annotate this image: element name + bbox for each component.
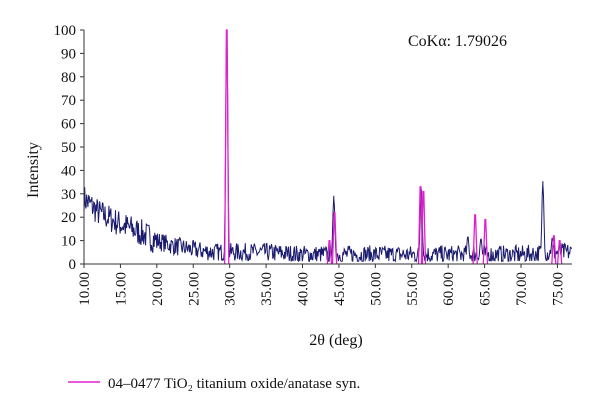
reference-peak [482, 218, 489, 265]
x-axis: 10.00 15.00 20.00 25.00 30.00 35.00 40.00 45.00… [77, 264, 566, 306]
y-tick-label: 40 [61, 163, 76, 179]
x-tick-label: 55.00 [405, 272, 421, 306]
reference-peak [551, 235, 557, 265]
x-tick-label: 65.00 [478, 272, 494, 306]
reference-peak [326, 239, 333, 265]
x-axis-label: 2θ (deg) [309, 332, 362, 349]
y-tick-label: 10 [61, 234, 76, 250]
y-tick-label: 60 [61, 117, 76, 133]
y-tick-label: 80 [61, 70, 76, 86]
reference-peak [420, 190, 427, 265]
x-tick-label: 20.00 [150, 272, 166, 306]
reference-peak [556, 239, 563, 265]
y-tick-label: 90 [61, 46, 76, 62]
y-tick-label: 20 [61, 210, 76, 226]
x-tick-label: 75.00 [550, 272, 566, 306]
radiation-annotation: CoKα: 1.79026 [408, 33, 507, 50]
x-tick-label: 70.00 [514, 272, 530, 306]
x-tick-label: 25.00 [186, 272, 202, 306]
y-axis-label: Intensity [25, 142, 42, 198]
x-tick-label: 60.00 [441, 272, 457, 306]
y-axis: 0 10 20 30 40 50 60 70 80 90 100 [54, 23, 84, 273]
x-tick-label: 35.00 [259, 272, 275, 306]
x-tick-label: 45.00 [332, 272, 348, 306]
x-tick-label: 15.00 [113, 272, 129, 306]
x-tick-label: 30.00 [223, 272, 239, 306]
y-tick-label: 0 [69, 257, 77, 273]
legend-label: 04–0477 TiO₂ titanium oxide/anatase syn. [108, 376, 360, 392]
plot-area [83, 29, 573, 265]
measured-pattern-line [83, 29, 573, 263]
y-tick-label: 70 [61, 93, 76, 109]
x-tick-label: 10.00 [77, 272, 93, 306]
y-tick-label: 100 [54, 23, 77, 39]
reference-peak [331, 211, 338, 265]
x-tick-label: 40.00 [296, 272, 312, 306]
y-tick-label: 30 [61, 187, 76, 203]
reference-peak [224, 29, 230, 265]
y-tick-label: 50 [61, 140, 76, 156]
x-tick-label: 50.00 [368, 272, 384, 306]
reference-peak [472, 214, 478, 265]
legend: 04–0477 TiO₂ titanium oxide/anatase syn. [68, 376, 360, 392]
